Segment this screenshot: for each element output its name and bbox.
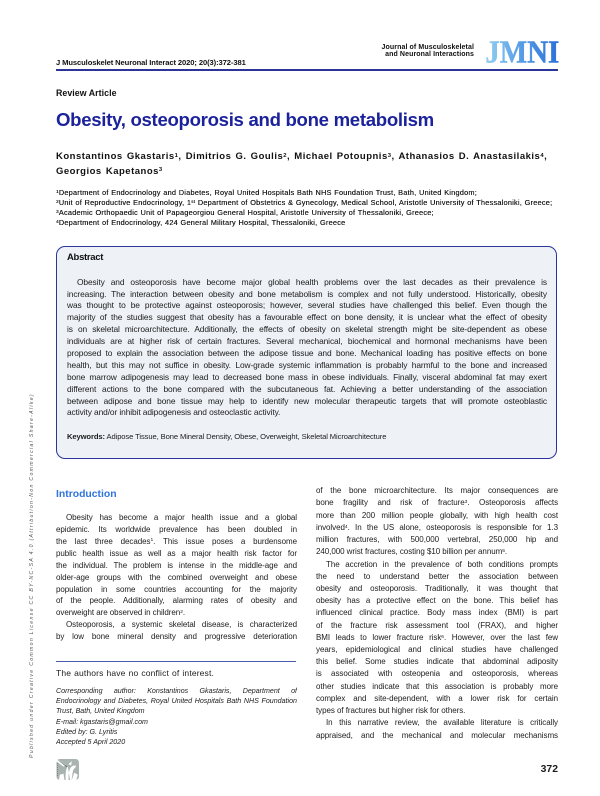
svg-text:JMNI: JMNI bbox=[485, 38, 559, 64]
